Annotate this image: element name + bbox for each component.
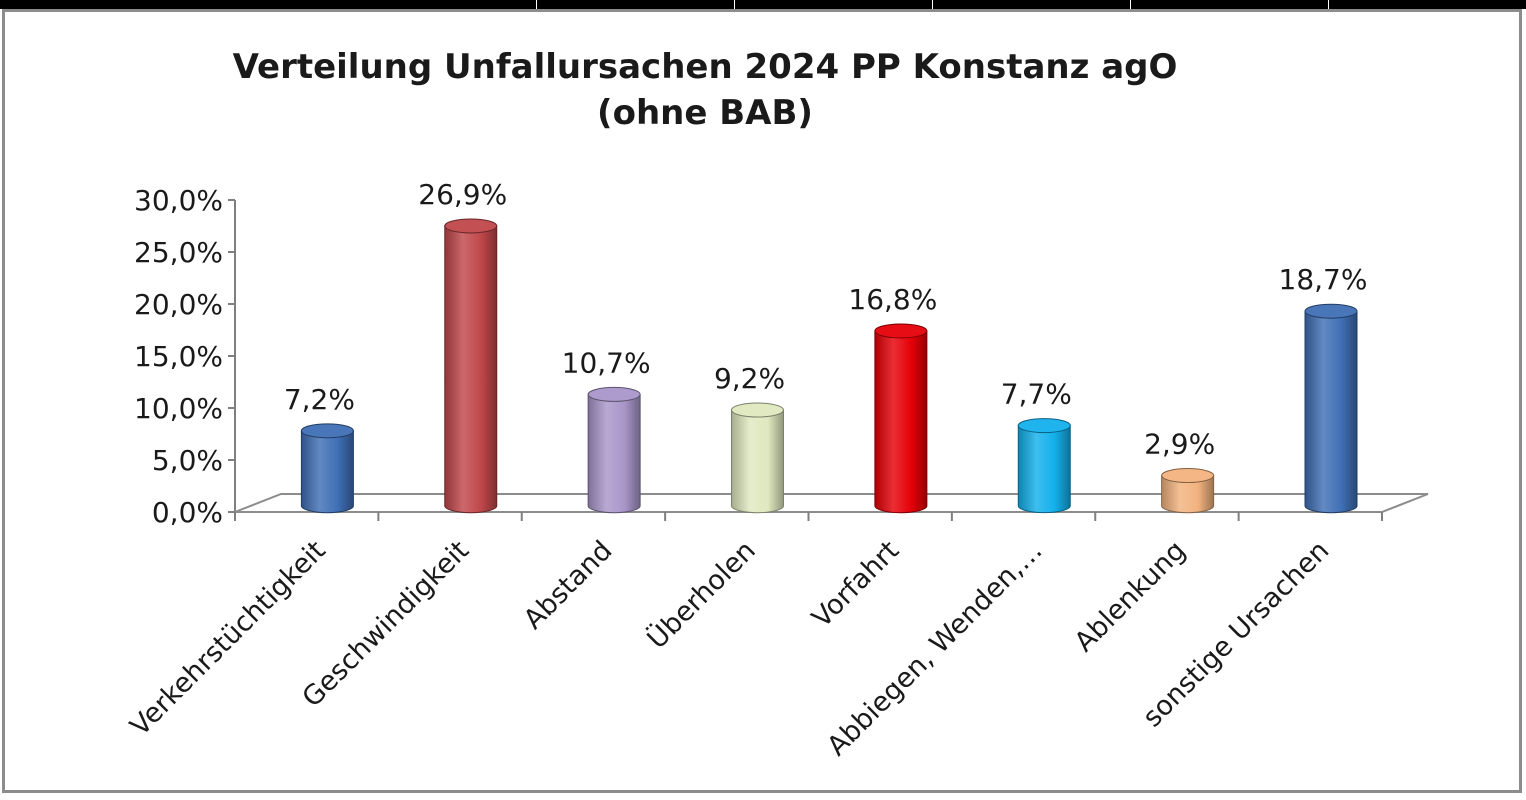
bar-7 [1161, 468, 1215, 514]
bar-3 [587, 386, 641, 514]
y-tick-label: 5,0% [152, 444, 223, 477]
x-category-label-3: Abstand [518, 535, 618, 635]
top-border-bar [0, 0, 1526, 9]
bar-1 [300, 423, 354, 514]
data-label-1: 7,2% [284, 383, 355, 416]
x-category-label-1: Verkehrstüchtigkeit [125, 535, 332, 742]
bar-8 [1304, 303, 1358, 514]
data-label-6: 7,7% [1001, 378, 1072, 411]
y-tick-label: 0,0% [152, 496, 223, 529]
bar-6 [1017, 418, 1071, 514]
x-category-label-4: Überholen [641, 534, 762, 655]
chart-title: Verteilung Unfallursachen 2024 PP Konsta… [0, 44, 1410, 136]
y-tick-label: 10,0% [134, 392, 223, 425]
y-tick-label: 25,0% [134, 236, 223, 269]
bar-4 [731, 402, 785, 514]
bar-2 [444, 218, 498, 514]
data-label-5: 16,8% [848, 283, 937, 316]
data-label-8: 18,7% [1279, 263, 1368, 296]
data-label-4: 9,2% [714, 362, 785, 395]
chart-title-line2: (ohne BAB) [597, 93, 813, 133]
y-tick-label: 15,0% [134, 340, 223, 373]
y-tick-label: 20,0% [134, 288, 223, 321]
bar-5 [874, 323, 928, 514]
chart-title-line1: Verteilung Unfallursachen 2024 PP Konsta… [232, 47, 1178, 87]
data-label-2: 26,9% [418, 178, 507, 211]
x-category-label-7: Ablenkung [1069, 535, 1192, 658]
data-label-3: 10,7% [562, 346, 651, 379]
data-label-7: 2,9% [1144, 428, 1215, 461]
chart-frame [2, 9, 1522, 793]
y-tick-label: 30,0% [134, 184, 223, 217]
chart-floor [234, 493, 1429, 513]
x-category-label-5: Vorfahrt [806, 535, 905, 634]
